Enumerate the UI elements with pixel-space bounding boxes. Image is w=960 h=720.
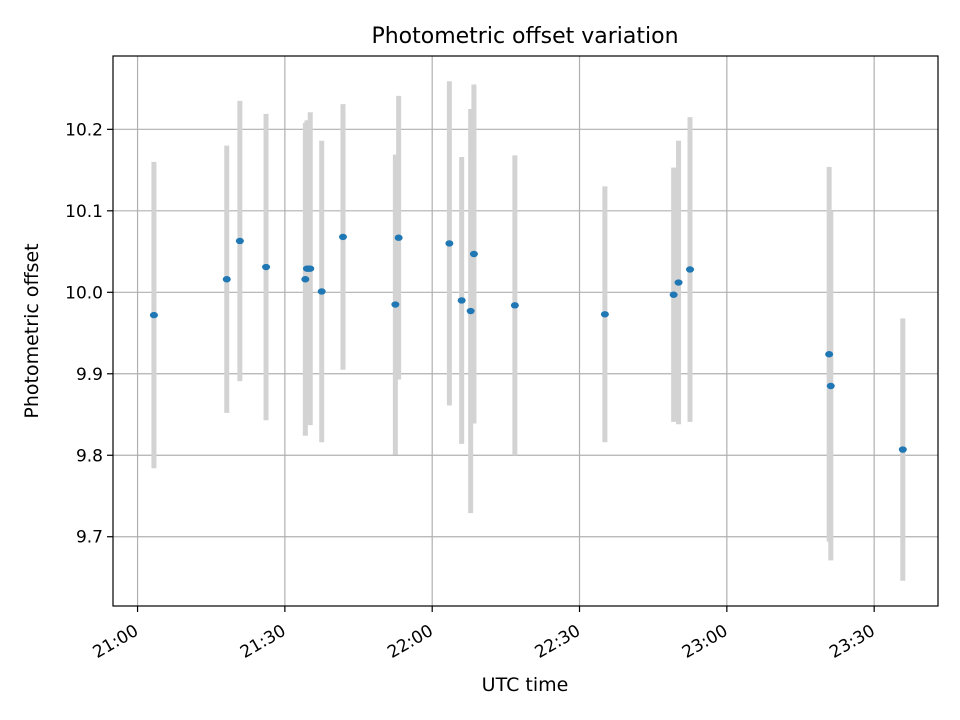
data-point	[338, 233, 347, 241]
error-bars	[151, 81, 906, 581]
y-tick-label: 10.2	[65, 120, 103, 140]
chart-title: Photometric offset variation	[371, 24, 678, 49]
grid	[113, 56, 938, 606]
x-tick-label: 21:00	[90, 621, 142, 663]
y-tick-label: 10.0	[65, 283, 103, 303]
data-point	[262, 263, 271, 271]
data-point	[306, 265, 315, 272]
y-tick-label: 9.9	[76, 365, 103, 385]
plot-area-frame	[112, 55, 939, 607]
x-axis-label: UTC time	[482, 674, 569, 696]
data-point	[674, 279, 683, 286]
y-tick-label: 9.8	[76, 446, 103, 466]
data-point	[391, 301, 400, 308]
data-point	[317, 288, 326, 295]
y-axis-ticks: 9.7 9.8 9.9 10.0 10.1 10.2	[65, 120, 113, 548]
y-tick-label: 10.1	[65, 202, 103, 222]
data-point	[457, 297, 466, 304]
data-point	[301, 276, 310, 283]
data-point	[445, 240, 454, 247]
data-points	[149, 233, 907, 453]
data-point	[222, 276, 231, 283]
data-point	[466, 307, 475, 315]
data-point	[469, 250, 478, 258]
x-tick-label: 21:30	[237, 621, 289, 663]
x-axis-ticks: 21:00 21:30 22:00 22:30 23:00 23:30	[90, 606, 879, 663]
data-point	[235, 237, 244, 245]
data-point	[898, 446, 907, 453]
data-point	[394, 234, 403, 241]
data-point	[826, 382, 835, 390]
data-point	[669, 291, 678, 298]
data-point	[600, 311, 609, 318]
data-point	[825, 351, 834, 358]
x-tick-label: 22:00	[384, 621, 436, 663]
y-axis-label: Photometric offset	[21, 243, 43, 418]
x-tick-label: 23:30	[826, 621, 878, 663]
y-tick-label: 9.7	[76, 528, 103, 548]
data-point	[510, 302, 519, 309]
data-point	[149, 311, 158, 319]
x-tick-label: 22:30	[532, 621, 584, 663]
x-tick-label: 23:00	[679, 621, 731, 663]
data-point	[686, 266, 695, 273]
